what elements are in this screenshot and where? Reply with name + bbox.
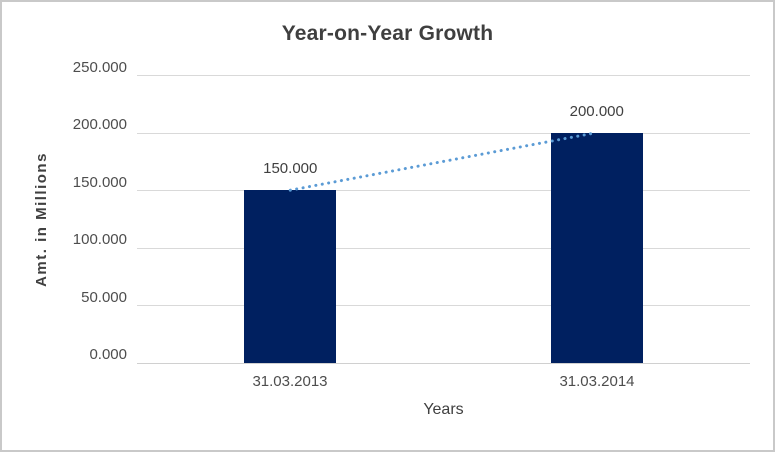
y-axis-tick-label: 150.000 (72, 174, 127, 191)
chart-title: Year-on-Year Growth (281, 22, 494, 45)
x-axis-tick-label: 31.03.2013 (252, 373, 328, 390)
y-axis-tick-label: 50.000 (81, 289, 127, 306)
bar-2013 (244, 190, 337, 363)
bar-value-label-2014: 200.000 (569, 102, 624, 120)
y-axis-title-text: Amt. in Millions (32, 151, 50, 287)
x-axis-line (137, 363, 750, 364)
bar-2014 (550, 132, 643, 363)
x-axis-tick-label: 31.03.2014 (559, 373, 635, 390)
bar-value-label-2013: 150.000 (263, 160, 318, 178)
trendline (288, 132, 594, 192)
plot-area: 150.000 200.000 (137, 75, 750, 364)
x-axis-title: Years (423, 401, 464, 418)
gridline (137, 305, 750, 306)
y-axis-tick-label: 0.000 (89, 346, 127, 363)
y-axis-tick-label: 250.000 (72, 59, 127, 76)
gridline (137, 75, 750, 76)
gridline (137, 133, 750, 134)
gridline (137, 190, 750, 191)
y-axis-tick-label: 100.000 (72, 231, 127, 248)
gridline (137, 248, 750, 249)
y-axis-tick-label: 200.000 (72, 116, 127, 133)
